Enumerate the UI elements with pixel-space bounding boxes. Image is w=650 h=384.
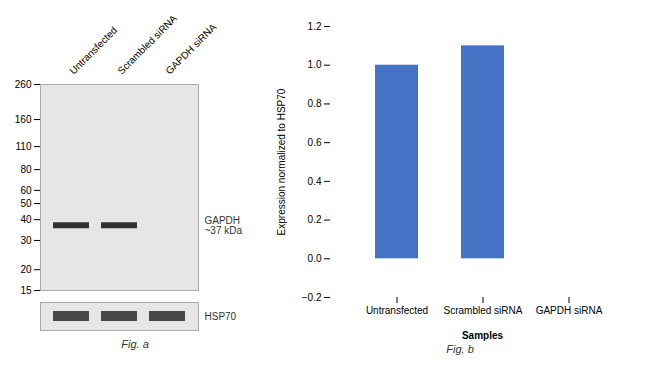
- svg-text:20: 20: [20, 264, 32, 275]
- svg-text:1.0: 1.0: [308, 59, 322, 70]
- svg-text:0.0: 0.0: [308, 253, 322, 264]
- svg-text:1.2: 1.2: [308, 21, 322, 32]
- svg-text:0.8: 0.8: [308, 98, 322, 109]
- svg-text:Expression normalized to HSP70: Expression normalized to HSP70: [276, 88, 287, 235]
- svg-text:Scrambled siRNA: Scrambled siRNA: [444, 305, 523, 316]
- svg-text:Untransfected: Untransfected: [366, 305, 428, 316]
- svg-text:−0.2: −0.2: [302, 292, 322, 303]
- svg-text:160: 160: [15, 114, 32, 125]
- svg-text:260: 260: [15, 79, 32, 90]
- html-text:Fig. b: Fig. b: [446, 343, 474, 355]
- svg-text:Scrambled siRNA: Scrambled siRNA: [115, 12, 179, 77]
- svg-text:30: 30: [20, 235, 32, 246]
- svg-text:GAPDH siRNA: GAPDH siRNA: [163, 21, 218, 76]
- svg-text:GAPDH siRNA: GAPDH siRNA: [536, 305, 603, 316]
- svg-text:50: 50: [20, 198, 32, 209]
- svg-text:0.6: 0.6: [308, 137, 322, 148]
- svg-text:Untransfected: Untransfected: [67, 25, 119, 77]
- svg-text:Samples: Samples: [462, 330, 504, 341]
- svg-text:0.4: 0.4: [308, 176, 322, 187]
- svg-text:15: 15: [20, 285, 32, 296]
- svg-text:GAPDH~37 kDa: GAPDH~37 kDa: [205, 215, 243, 236]
- svg-text:60: 60: [20, 185, 32, 196]
- svg-text:110: 110: [16, 141, 32, 152]
- svg-text:40: 40: [20, 214, 32, 225]
- svg-text:80: 80: [20, 164, 32, 175]
- html-text:Fig. a: Fig. a: [121, 338, 149, 350]
- svg-text:0.2: 0.2: [308, 214, 322, 225]
- svg-text:HSP70: HSP70: [205, 311, 237, 322]
